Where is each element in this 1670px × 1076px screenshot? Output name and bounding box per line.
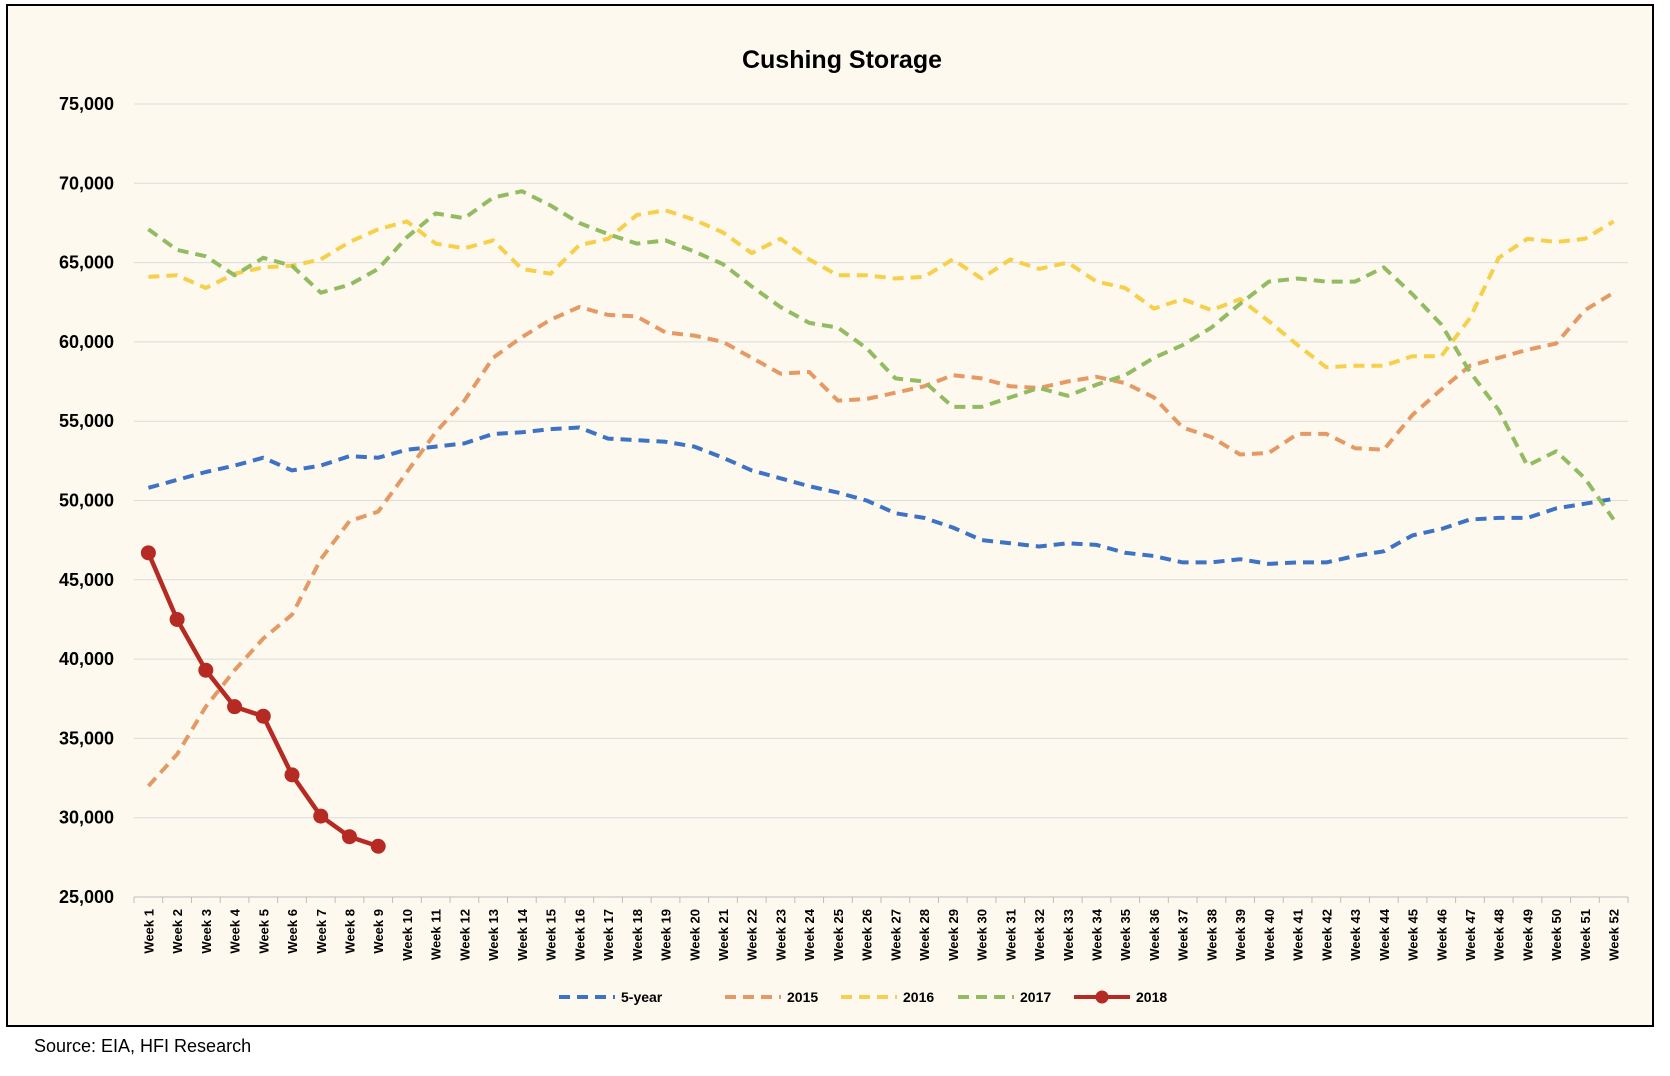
x-tick-label: Week 17 [601,909,616,961]
legend: 5-year 2015 2016 2017 2018 [559,989,1167,1005]
data-point-2018 [284,767,300,783]
x-tick-label: Week 39 [1233,909,1248,961]
x-tick-label: Week 2 [170,909,185,954]
gridlines [134,103,1628,898]
legend-label-2018: 2018 [1136,989,1167,1005]
x-tick-label: Week 11 [429,909,444,960]
x-tick-label: Week 43 [1348,909,1363,961]
data-point-2018 [370,838,386,854]
x-tick-label: Week 12 [457,909,472,961]
series-line-2016 [148,208,1615,370]
x-tick-label: Week 32 [1032,909,1047,961]
y-tick-label: 55,000 [59,411,114,431]
x-tick-label: Week 14 [515,908,530,961]
x-tick-label: Week 27 [888,909,903,961]
y-tick-label: 50,000 [59,491,114,511]
y-tick-label: 75,000 [59,94,114,114]
series-line-5-year [147,425,1614,566]
x-tick-label: Week 37 [1176,909,1191,961]
x-tick-label: Week 29 [946,909,961,961]
series-line-2015 [146,290,1615,788]
x-tick-label: Week 16 [572,909,587,961]
x-tick-label: Week 9 [371,909,386,954]
x-tick-label: Week 6 [285,909,300,954]
x-tick-label: Week 20 [687,909,702,961]
x-tick-label: Week 24 [802,908,817,961]
legend-label-5-year: 5-year [621,989,663,1005]
x-tick-label: Week 21 [716,909,731,961]
x-tick-label: Week 26 [860,909,875,961]
x-tick-label: Week 4 [228,908,243,953]
data-point-2018 [255,708,271,724]
y-tick-label: 65,000 [59,253,114,273]
line-chart: Cushing Storage 25,000 30,000 35,000 40,000… [59,46,1629,1005]
x-tick-label: Week 51 [1578,909,1593,961]
series-lines [140,189,1616,854]
x-tick-label: Week 47 [1463,909,1478,961]
x-axis: Week 1 Week 2 Week 3 Week 4 Week 5 Week 6 Week… [133,896,1629,961]
data-point-2018 [313,808,329,824]
x-tick-label: Week 34 [1089,908,1104,961]
x-tick-label: Week 5 [256,909,271,954]
legend-label-2015: 2015 [787,989,818,1005]
x-tick-label: Week 50 [1549,909,1564,961]
y-tick-label: 35,000 [59,728,114,748]
y-tick-label: 30,000 [59,808,114,828]
x-tick-label: Week 10 [400,909,415,961]
x-tick-label: Week 1 [141,909,156,954]
series-line-2018 [146,551,379,849]
x-tick-label: Week 28 [917,909,932,961]
source-note: Source: EIA, HFI Research [34,1036,252,1056]
data-point-2018 [169,611,185,627]
x-tick-label: Week 40 [1262,909,1277,961]
x-tick-label: Week 25 [831,909,846,961]
data-point-2018 [140,545,156,561]
y-tick-label: 40,000 [59,649,114,669]
x-tick-label: Week 22 [745,909,760,961]
legend-marker-2018 [1095,990,1109,1004]
y-tick-label: 60,000 [59,332,114,352]
data-point-2018 [227,699,243,715]
x-tick-label: Week 48 [1492,909,1507,961]
x-tick-label: Week 8 [342,909,357,954]
series-line-2017 [147,189,1616,521]
legend-label-2016: 2016 [903,989,934,1005]
x-tick-label: Week 49 [1520,909,1535,961]
x-tick-label: Week 3 [199,909,214,954]
chart-title: Cushing Storage [742,46,942,74]
data-point-2018 [198,662,214,678]
x-tick-label: Week 7 [314,909,329,954]
x-tick-label: Week 36 [1147,909,1162,961]
x-tick-label: Week 38 [1204,909,1219,961]
x-tick-label: Week 41 [1291,909,1306,961]
legend-label-2017: 2017 [1020,989,1051,1005]
y-axis: 25,000 30,000 35,000 40,000 45,000 50,000 55,0… [59,94,114,907]
x-tick-label: Week 35 [1118,909,1133,961]
x-tick-label: Week 13 [486,909,501,961]
y-tick-label: 45,000 [59,570,114,590]
x-tick-label: Week 33 [1061,909,1076,961]
x-tick-label: Week 18 [630,909,645,961]
x-tick-label: Week 44 [1377,908,1392,961]
x-tick-label: Week 23 [773,909,788,961]
x-tick-label: Week 45 [1406,909,1421,961]
x-tick-label: Week 42 [1319,909,1334,961]
data-point-2018 [341,829,357,845]
x-tick-label: Week 30 [975,909,990,961]
y-tick-label: 25,000 [59,887,114,907]
x-tick-label: Week 19 [659,909,674,961]
x-tick-label: Week 15 [544,909,559,961]
x-tick-label: Week 31 [1003,909,1018,961]
chart-frame: Cushing Storage 25,000 30,000 35,000 40,000… [6,4,1654,1027]
y-tick-label: 70,000 [59,173,114,193]
x-tick-label: Week 46 [1434,909,1449,961]
x-tick-label: Week 52 [1607,909,1622,961]
